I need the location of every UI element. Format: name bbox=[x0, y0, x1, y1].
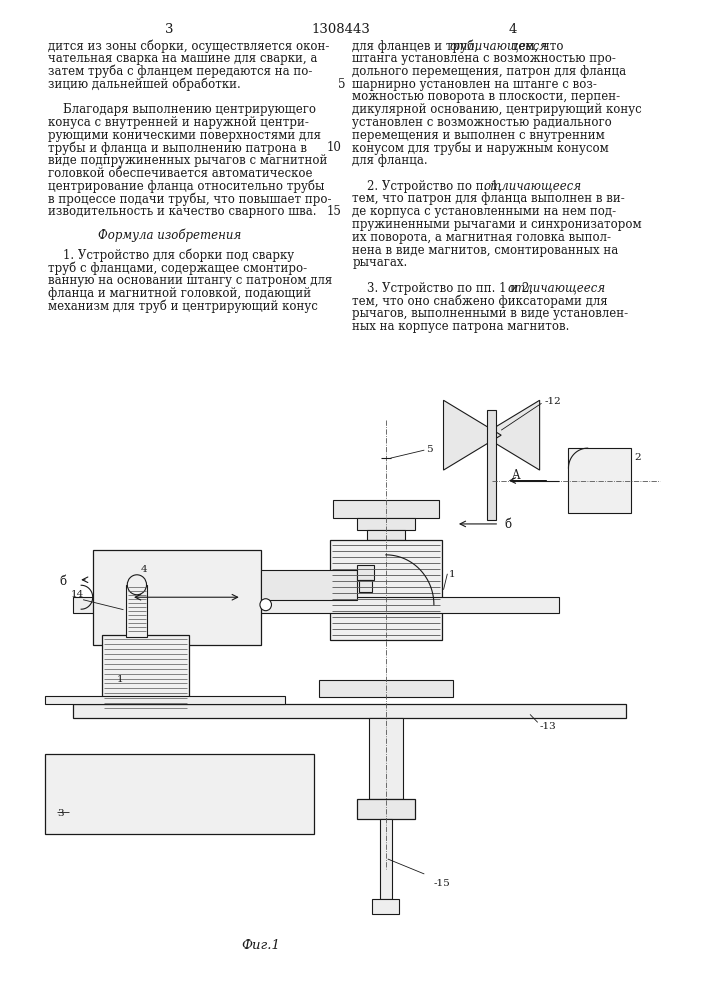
Text: тем, что: тем, что bbox=[508, 39, 563, 52]
Text: шарнирно установлен на штанге с воз-: шарнирно установлен на штанге с воз- bbox=[352, 78, 597, 91]
Text: рычагах.: рычагах. bbox=[352, 256, 407, 269]
Text: 2: 2 bbox=[635, 453, 641, 462]
Text: конусом для трубы и наружным конусом: конусом для трубы и наружным конусом bbox=[352, 141, 609, 155]
Bar bbox=[319, 680, 453, 697]
Text: нена в виде магнитов, смонтированных на: нена в виде магнитов, смонтированных на bbox=[352, 244, 619, 257]
Text: дикулярной основанию, центрирующий конус: дикулярной основанию, центрирующий конус bbox=[352, 103, 642, 116]
Text: ных на корпусе патрона магнитов.: ных на корпусе патрона магнитов. bbox=[352, 320, 570, 333]
Text: тем, что патрон для фланца выполнен в ви-: тем, что патрон для фланца выполнен в ви… bbox=[352, 192, 625, 205]
Text: центрирование фланца относительно трубы: центрирование фланца относительно трубы bbox=[47, 180, 324, 193]
Text: дится из зоны сборки, осуществляется окон-: дится из зоны сборки, осуществляется око… bbox=[47, 39, 329, 53]
Text: де корпуса с установленными на нем под-: де корпуса с установленными на нем под- bbox=[352, 205, 617, 218]
Text: -15: -15 bbox=[434, 879, 450, 888]
Circle shape bbox=[127, 575, 146, 595]
Text: штанга установлена с возможностью про-: штанга установлена с возможностью про- bbox=[352, 52, 616, 65]
Bar bbox=[74, 597, 559, 613]
Bar bbox=[45, 696, 285, 704]
Text: затем труба с фланцем передаются на по-: затем труба с фланцем передаются на по- bbox=[47, 65, 312, 78]
Text: 5: 5 bbox=[338, 78, 346, 91]
Text: 1308443: 1308443 bbox=[311, 23, 370, 36]
Text: изводительность и качество сварного шва.: изводительность и качество сварного шва. bbox=[47, 205, 316, 218]
Text: виде подпружиненных рычагов с магнитной: виде подпружиненных рычагов с магнитной bbox=[47, 154, 327, 167]
Text: б: б bbox=[59, 575, 66, 588]
Text: можностью поворота в плоскости, перпен-: можностью поворота в плоскости, перпен- bbox=[352, 90, 620, 103]
Text: 5: 5 bbox=[426, 445, 433, 454]
Text: механизм для труб и центрирующий конус: механизм для труб и центрирующий конус bbox=[47, 300, 317, 313]
Text: 10: 10 bbox=[327, 141, 341, 154]
Text: Фиг.1: Фиг.1 bbox=[242, 939, 281, 952]
Text: в процессе подачи трубы, что повышает про-: в процессе подачи трубы, что повышает пр… bbox=[47, 192, 331, 206]
Text: ванную на основании штангу с патроном для: ванную на основании штангу с патроном дл… bbox=[47, 274, 332, 287]
Text: перемещения и выполнен с внутренним: перемещения и выполнен с внутренним bbox=[352, 129, 605, 142]
Text: 14: 14 bbox=[71, 590, 84, 599]
Bar bbox=[380, 819, 392, 899]
Text: рующими коническими поверхностями для: рующими коническими поверхностями для bbox=[47, 129, 320, 142]
Bar bbox=[127, 585, 148, 637]
Bar bbox=[103, 635, 189, 714]
Circle shape bbox=[260, 599, 271, 611]
Text: зицию дальнейшей обработки.: зицию дальнейшей обработки. bbox=[47, 78, 240, 91]
Text: отличающееся: отличающееся bbox=[484, 180, 581, 193]
Text: 1: 1 bbox=[449, 570, 456, 579]
Text: фланца и магнитной головкой, подающий: фланца и магнитной головкой, подающий bbox=[47, 287, 310, 300]
Bar bbox=[333, 500, 439, 518]
Text: чательная сварка на машине для сварки, а: чательная сварка на машине для сварки, а bbox=[47, 52, 317, 65]
Text: 2. Устройство по п. 1,: 2. Устройство по п. 1, bbox=[352, 180, 506, 193]
Bar bbox=[568, 448, 631, 513]
Text: установлен с возможностью радиального: установлен с возможностью радиального bbox=[352, 116, 612, 129]
Text: головкой обеспечивается автоматическое: головкой обеспечивается автоматическое bbox=[47, 167, 312, 180]
Text: Благодаря выполнению центрирующего: Благодаря выполнению центрирующего bbox=[47, 103, 315, 116]
Text: Формула изобретения: Формула изобретения bbox=[98, 228, 241, 242]
Bar bbox=[359, 580, 373, 592]
Bar bbox=[357, 518, 415, 530]
Text: трубы и фланца и выполнению патрона в: трубы и фланца и выполнению патрона в bbox=[47, 141, 307, 155]
Text: 4: 4 bbox=[141, 565, 147, 574]
Polygon shape bbox=[443, 400, 501, 470]
Bar bbox=[357, 565, 374, 580]
Text: 3. Устройство по пп. 1 и 2,: 3. Устройство по пп. 1 и 2, bbox=[352, 282, 537, 295]
Bar bbox=[93, 550, 261, 645]
Bar bbox=[330, 540, 442, 640]
Bar bbox=[357, 799, 415, 819]
Bar bbox=[74, 704, 626, 718]
Text: пружиненными рычагами и синхронизатором: пружиненными рычагами и синхронизатором bbox=[352, 218, 642, 231]
Text: 4: 4 bbox=[508, 23, 517, 36]
Text: 3: 3 bbox=[57, 809, 64, 818]
Text: A: A bbox=[510, 469, 519, 482]
Text: тем, что оно снабжено фиксаторами для: тем, что оно снабжено фиксаторами для bbox=[352, 295, 608, 308]
Text: 1: 1 bbox=[117, 675, 123, 684]
Text: труб с фланцами, содержащее смонтиро-: труб с фланцами, содержащее смонтиро- bbox=[47, 261, 307, 275]
Text: отличающееся: отличающееся bbox=[449, 39, 547, 52]
Text: для фланца.: для фланца. bbox=[352, 154, 428, 167]
Text: 3: 3 bbox=[165, 23, 174, 36]
Text: для фланцев и труб,: для фланцев и труб, bbox=[352, 39, 482, 53]
Text: рычагов, выполненными в виде установлен-: рычагов, выполненными в виде установлен- bbox=[352, 307, 629, 320]
Text: б: б bbox=[504, 518, 511, 531]
Text: дольного перемещения, патрон для фланца: дольного перемещения, патрон для фланца bbox=[352, 65, 626, 78]
Text: их поворота, а магнитная головка выпол-: их поворота, а магнитная головка выпол- bbox=[352, 231, 612, 244]
Text: 15: 15 bbox=[327, 205, 341, 218]
Bar bbox=[486, 410, 496, 520]
Bar bbox=[368, 718, 403, 799]
Bar bbox=[261, 570, 357, 600]
Text: -12: -12 bbox=[544, 397, 561, 406]
Text: конуса с внутренней и наружной центри-: конуса с внутренней и наружной центри- bbox=[47, 116, 308, 129]
Text: -13: -13 bbox=[539, 722, 556, 731]
Text: отличающееся: отличающееся bbox=[508, 282, 606, 295]
Bar bbox=[45, 754, 314, 834]
Bar bbox=[373, 899, 399, 914]
Bar bbox=[367, 530, 405, 540]
Polygon shape bbox=[482, 400, 539, 470]
Text: 1. Устройство для сборки под сварку: 1. Устройство для сборки под сварку bbox=[47, 249, 293, 262]
